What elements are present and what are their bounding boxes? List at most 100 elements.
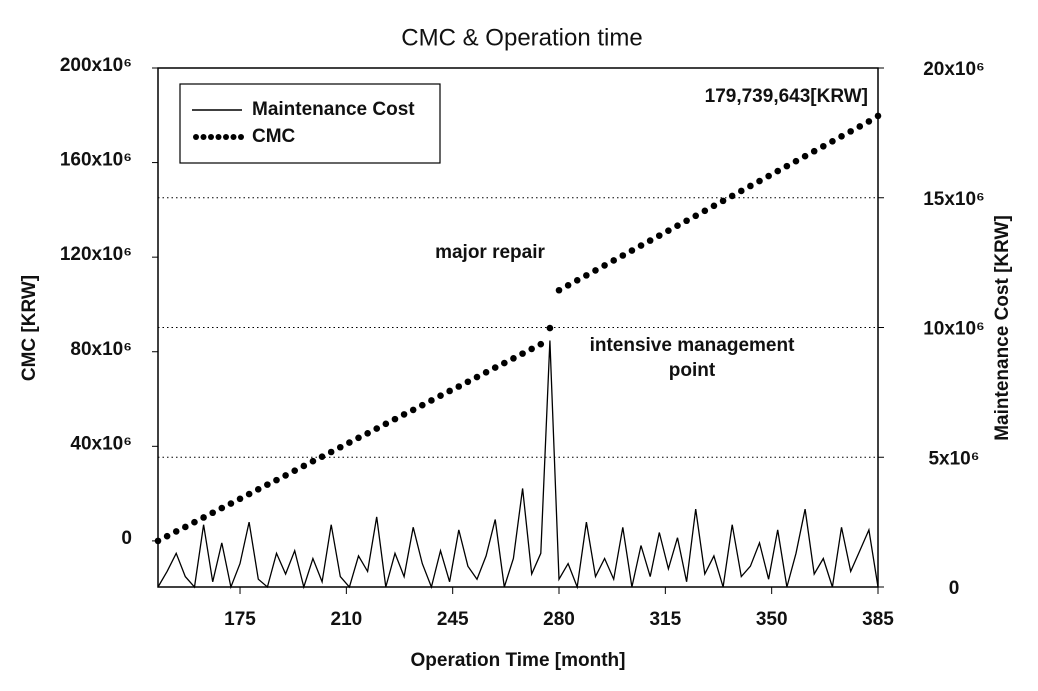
cmc-dot <box>829 137 836 145</box>
y-tick-label: 40x10⁶ <box>70 433 132 454</box>
y-tick-label: 0 <box>121 528 132 549</box>
cmc-dot <box>346 439 353 446</box>
y-tick-label: 200x10⁶ <box>60 55 132 76</box>
cmc-dot <box>419 401 426 409</box>
cmc-dot <box>528 345 535 353</box>
cmc-dot <box>546 324 554 332</box>
cmc-dot <box>391 415 399 423</box>
cmc-dot <box>601 262 608 269</box>
cmc-dot <box>820 142 827 150</box>
cmc-dot <box>264 481 271 488</box>
cmc-dot <box>282 472 289 479</box>
cmc-dot <box>856 123 864 130</box>
chart-title: CMC & Operation time <box>401 24 642 51</box>
cmc-dot <box>783 162 791 170</box>
legend-marker <box>193 134 199 140</box>
y-tick-label: 80x10⁶ <box>70 339 132 360</box>
cmc-dot <box>218 504 226 512</box>
cmc-dot <box>537 340 545 348</box>
cmc-dot <box>309 457 317 465</box>
legend-marker <box>215 134 222 140</box>
cmc-dot <box>355 434 362 442</box>
cmc-dot <box>172 528 180 535</box>
y2-tick-label: 0 <box>949 578 960 599</box>
cmc-dot <box>756 177 763 185</box>
cmc-dot <box>336 443 344 451</box>
x-tick-label: 280 <box>543 609 575 630</box>
x-tick-label: 245 <box>437 609 469 630</box>
cmc-dot <box>701 207 709 215</box>
y2-tick-label: 10x10⁶ <box>923 319 985 340</box>
annotation: major repair <box>435 242 545 263</box>
cmc-dot <box>592 267 599 274</box>
legend-marker <box>238 134 244 140</box>
cmc-dot <box>254 486 262 493</box>
cmc-dot <box>473 373 481 381</box>
x-tick-label: 210 <box>331 609 363 630</box>
cmc-dot <box>874 112 882 120</box>
y2-axis-label: Maintenance Cost [KRW] <box>992 215 1013 441</box>
cmc-dot <box>810 147 818 155</box>
cmc-dot <box>665 227 672 234</box>
cmc-dot <box>583 272 590 279</box>
cost-line <box>157 340 879 590</box>
cmc-dot <box>482 369 490 376</box>
cmc-dot <box>573 277 581 284</box>
cmc-dot <box>455 383 463 390</box>
y-axis-label: CMC [KRW] <box>19 275 40 381</box>
legend-box <box>179 83 441 164</box>
cmc-dot <box>437 392 444 400</box>
cmc-dot <box>555 286 563 294</box>
cmc-dot <box>719 197 727 205</box>
cmc-dot <box>428 397 435 404</box>
x-tick-label: 385 <box>862 609 894 630</box>
cmc-dot <box>364 430 371 437</box>
cmc-dot <box>710 202 718 210</box>
cmc-dot <box>464 378 472 386</box>
cmc-dot <box>409 406 417 414</box>
cmc-dot <box>765 172 772 180</box>
legend-label: CMC <box>252 126 296 147</box>
y-tick-label: 160x10⁶ <box>60 150 132 171</box>
legend-marker <box>200 134 207 140</box>
cmc-dot <box>774 167 782 175</box>
cmc-dot <box>446 387 453 395</box>
cmc-dot <box>245 490 253 498</box>
cmc-dot <box>510 355 517 362</box>
cmc-dot <box>491 364 499 371</box>
cmc-dot <box>227 500 235 507</box>
cmc-dot <box>182 523 189 531</box>
x-tick-label: 315 <box>649 609 681 630</box>
cmc-dot <box>236 495 244 503</box>
cmc-dot <box>501 359 508 367</box>
cmc-dot <box>400 411 408 418</box>
cmc-dot <box>373 425 381 432</box>
cmc-dot <box>646 237 654 244</box>
annotation: intensive management <box>590 335 796 356</box>
cmc-dot <box>564 281 572 289</box>
y2-tick-label: 15x10⁶ <box>923 189 985 210</box>
cmc-dot <box>674 222 681 230</box>
legend-marker <box>208 134 214 140</box>
cmc-dot <box>801 152 809 160</box>
cmc-dot <box>519 350 526 357</box>
cmc-dot <box>737 187 745 195</box>
y2-tick-label: 20x10⁶ <box>923 59 985 80</box>
cmc-dot <box>200 514 207 521</box>
cmc-dot <box>163 532 171 540</box>
x-tick-label: 350 <box>756 609 788 630</box>
cmc-dot <box>300 462 308 470</box>
cmc-dot <box>191 518 198 526</box>
cmc-dot <box>747 182 754 190</box>
annotation: 179,739,643[KRW] <box>705 86 868 107</box>
cmc-dot <box>318 453 326 461</box>
cmc-dot <box>628 247 636 254</box>
cmc-dot <box>291 467 299 474</box>
y2-tick-label: 5x10⁶ <box>928 448 979 469</box>
cmc-dot <box>847 128 854 135</box>
cmc-dot <box>792 157 800 165</box>
legend-label: Maintenance Cost <box>252 99 415 120</box>
cmc-dot <box>273 476 280 484</box>
cmc-dot <box>655 232 663 239</box>
